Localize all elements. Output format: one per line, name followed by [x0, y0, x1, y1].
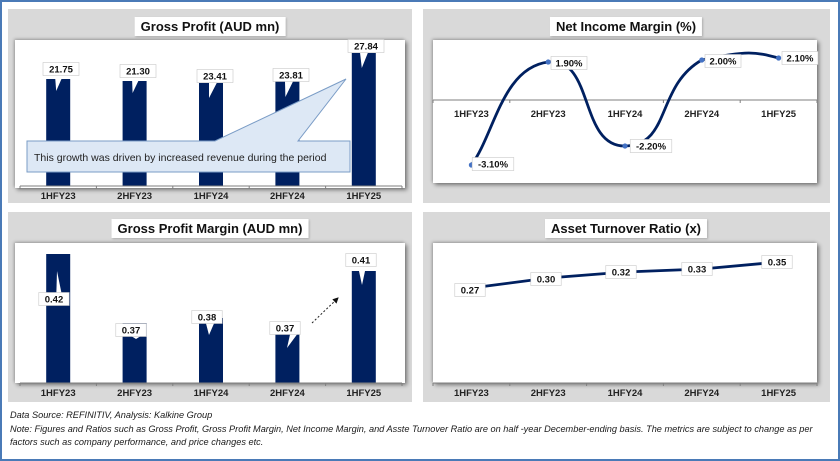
- gross-profit-margin-data-label: 0.42: [45, 294, 64, 305]
- gross-profit-x-tick-label: 1HFY24: [194, 191, 230, 202]
- gross-profit-data-label: 27.84: [354, 41, 378, 52]
- net-income-margin-data-label-box: [629, 139, 673, 153]
- asset-turnover-data-label-box: [681, 262, 713, 276]
- net-income-margin-point: [622, 143, 628, 149]
- net-income-margin-data-label: 2.10%: [787, 53, 814, 64]
- gross-profit-x-tick-label: 1HFY23: [41, 191, 76, 202]
- footer: Data Source: REFINITIV, Analysis: Kalkin…: [10, 409, 830, 450]
- asset-turnover-x-tick-label: 1HFY25: [761, 388, 797, 399]
- asset-turnover-data-label-box: [605, 265, 637, 279]
- gross-profit-title: Gross Profit (AUD mn): [134, 17, 286, 36]
- net-income-margin-data-label-box: [704, 54, 742, 68]
- gross-profit-margin-bar: [351, 271, 376, 383]
- gross-profit-margin-data-label-box: [191, 310, 223, 324]
- note-text: Note: Figures and Ratios such as Gross P…: [10, 423, 813, 448]
- asset-turnover-series: 0.27 0.30 0.32 0.33 0.35: [454, 255, 793, 297]
- gross-profit-data-label: 21.30: [126, 66, 150, 77]
- data-source-text: Data Source: REFINITIV, Analysis: Kalkin…: [10, 410, 213, 420]
- gross-profit-x-tick-label: 2HFY24: [270, 191, 306, 202]
- net-income-margin-data-label-box: [781, 51, 819, 65]
- gross-profit-data-label-tail: [285, 81, 293, 97]
- gross-profit-margin-data-label-tail: [206, 323, 214, 335]
- gross-profit-margin-data-label: 0.37: [122, 325, 141, 336]
- gross-profit-data-label-tail: [55, 75, 63, 91]
- gross-profit-margin-x-tick-label: 1HFY25: [346, 388, 382, 399]
- net-income-margin-x-tick-label: 1HFY25: [761, 109, 797, 120]
- gross-profit-data-label: 21.75: [49, 64, 73, 75]
- asset-turnover-title: Asset Turnover Ratio (x): [544, 219, 708, 238]
- gross-profit-margin-data-label-box: [38, 292, 70, 306]
- gross-profit-margin-data-label-tail: [132, 336, 140, 339]
- gross-profit-margin-x-tick-label: 2HFY23: [117, 388, 152, 399]
- asset-turnover-data-label: 0.35: [768, 257, 787, 268]
- asset-turnover-x-tick-label: 1HFY24: [608, 388, 644, 399]
- gross-profit-margin-data-label-box: [115, 323, 147, 337]
- gross-profit-data-label-box: [347, 39, 385, 53]
- asset-turnover-x-tick-label: 1HFY23: [454, 388, 489, 399]
- gross-profit-data-label-tail: [209, 82, 217, 98]
- net-income-margin-series: -3.10% 1.90% -2.20% 2.00% 2.10%: [468, 51, 819, 171]
- gross-profit-data-label-tail: [132, 77, 140, 93]
- gross-profit-margin-data-label: 0.38: [198, 312, 217, 323]
- gross-profit-data-label: 23.41: [203, 71, 227, 82]
- asset-turnover-data-label-box: [761, 255, 793, 269]
- gross-profit-margin-title: Gross Profit Margin (AUD mn): [111, 219, 309, 238]
- asset-turnover-data-label: 0.32: [612, 267, 631, 278]
- gross-profit-margin-bar: [275, 333, 300, 383]
- gross-profit-margin-data-label-box: [345, 253, 377, 267]
- gross-profit-data-label-box: [196, 69, 234, 83]
- gross-profit-data-label: 23.81: [279, 70, 303, 81]
- gross-profit-margin-bars: 0.42 0.37 0.38 0.37 0.41: [38, 253, 377, 383]
- net-income-margin-point: [776, 55, 782, 61]
- trend-arrow-icon: [311, 297, 339, 324]
- gross-profit-margin-data-label-box: [269, 321, 301, 335]
- asset-turnover-data-label: 0.27: [461, 285, 480, 296]
- gross-profit-data-label-box: [42, 62, 80, 76]
- gross-profit-margin-data-label: 0.37: [276, 323, 295, 334]
- net-income-margin-data-label: 1.90%: [556, 58, 583, 69]
- net-income-margin-data-label: -3.10%: [478, 159, 509, 170]
- asset-turnover-data-label: 0.33: [688, 264, 707, 275]
- net-income-margin-x-tick-label: 1HFY23: [454, 109, 489, 120]
- net-income-margin-data-label-box: [550, 56, 588, 70]
- gross-profit-margin-data-label-tail: [358, 266, 366, 285]
- net-income-margin-title: Net Income Margin (%): [549, 17, 703, 36]
- gross-profit-margin-x-tick-label: 1HFY23: [41, 388, 76, 399]
- net-income-margin-x-tick-label: 1HFY24: [608, 109, 644, 120]
- gross-profit-x-tick-label: 2HFY23: [117, 191, 152, 202]
- gross-profit-data-label-box: [272, 68, 310, 82]
- asset-turnover-data-label-box: [530, 272, 562, 286]
- gross-profit-margin-bar: [46, 254, 71, 383]
- net-income-margin-data-label: 2.00%: [710, 56, 737, 67]
- asset-turnover-x-tick-label: 2HFY23: [531, 388, 566, 399]
- net-income-margin-point: [699, 57, 705, 63]
- growth-annotation-callout: This growth was driven by increased reve…: [26, 78, 351, 173]
- gross-profit-data-label-box: [119, 64, 157, 78]
- gross-profit-bar: [351, 53, 376, 186]
- annotation-callout-shape: [26, 78, 351, 173]
- net-income-margin-x-tick-label: 2HFY24: [684, 109, 720, 120]
- gross-profit-x-tick-label: 1HFY25: [346, 191, 382, 202]
- net-income-margin-data-label-box: [471, 157, 515, 171]
- asset-turnover-data-label-box: [454, 283, 486, 297]
- asset-turnover-data-label: 0.30: [537, 274, 556, 285]
- gross-profit-data-label-tail: [360, 52, 368, 68]
- gross-profit-margin-data-label: 0.41: [352, 255, 371, 266]
- annotation-text: This growth was driven by increased reve…: [34, 152, 327, 164]
- gross-profit-margin-data-label-tail: [287, 334, 297, 348]
- net-income-margin-data-label: -2.20%: [636, 141, 667, 152]
- gross-profit-margin-x-tick-label: 1HFY24: [194, 388, 230, 399]
- gross-profit-margin-x-tick-label: 2HFY24: [270, 388, 306, 399]
- asset-turnover-x-tick-label: 2HFY24: [684, 388, 720, 399]
- net-income-margin-point: [545, 59, 551, 65]
- net-income-margin-x-tick-label: 2HFY23: [531, 109, 566, 120]
